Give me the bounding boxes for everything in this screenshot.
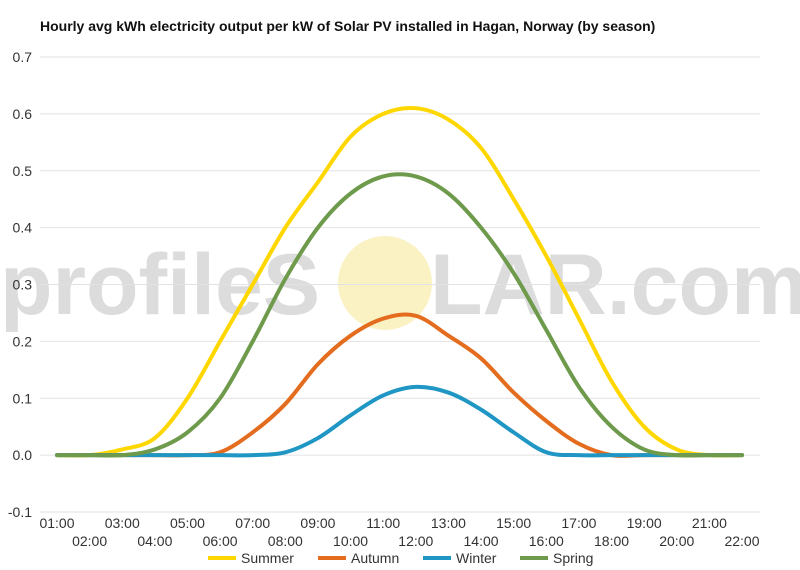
x-tick-label: 22:00	[724, 533, 759, 549]
y-tick-label: 0.5	[13, 163, 33, 179]
x-tick-label: 18:00	[594, 533, 629, 549]
legend-label-spring: Spring	[553, 550, 593, 566]
x-tick-label: 08:00	[268, 533, 303, 549]
watermark-sun	[338, 236, 432, 330]
y-axis-labels: -0.1 0.0 0.1 0.2 0.3 0.4 0.5 0.6 0.7	[8, 49, 32, 520]
x-axis-labels: 01:00 02:00 03:00 04:00 05:00 06:00 07:00 08:00…	[39, 515, 759, 549]
x-tick-label: 21:00	[692, 515, 727, 531]
y-tick-label: 0.4	[13, 220, 33, 236]
y-tick-label: 0.1	[13, 390, 33, 406]
x-tick-label: 10:00	[333, 533, 368, 549]
x-tick-label: 07:00	[235, 515, 270, 531]
series-line-spring	[55, 172, 744, 458]
y-tick-label: 0.7	[13, 49, 33, 65]
y-tick-label: 0.0	[13, 447, 33, 463]
legend-label-autumn: Autumn	[351, 550, 399, 566]
x-tick-label: 16:00	[529, 533, 564, 549]
x-tick-label: 06:00	[203, 533, 238, 549]
x-tick-label: 05:00	[170, 515, 205, 531]
series-line-summer	[55, 105, 744, 458]
x-tick-label: 15:00	[496, 515, 531, 531]
x-tick-label: 09:00	[300, 515, 335, 531]
x-tick-label: 20:00	[659, 533, 694, 549]
legend-label-summer: Summer	[241, 550, 294, 566]
chart-title: Hourly avg kWh electricity output per kW…	[40, 18, 656, 34]
x-tick-label: 04:00	[137, 533, 172, 549]
x-tick-label: 12:00	[398, 533, 433, 549]
y-tick-label: -0.1	[8, 504, 32, 520]
x-tick-label: 03:00	[105, 515, 140, 531]
x-tick-label: 19:00	[627, 515, 662, 531]
x-tick-label: 11:00	[366, 515, 400, 531]
legend: Summer Autumn Winter Spring	[208, 550, 593, 566]
x-tick-label: 13:00	[431, 515, 466, 531]
y-tick-label: 0.6	[13, 106, 33, 122]
y-tick-label: 0.3	[13, 277, 33, 293]
legend-label-winter: Winter	[456, 550, 497, 566]
x-tick-label: 17:00	[561, 515, 596, 531]
x-tick-label: 14:00	[464, 533, 499, 549]
series-line-winter	[55, 384, 744, 458]
series-lines	[55, 105, 744, 458]
y-tick-label: 0.2	[13, 333, 33, 349]
x-tick-label: 02:00	[72, 533, 107, 549]
x-tick-label: 01:00	[39, 515, 74, 531]
